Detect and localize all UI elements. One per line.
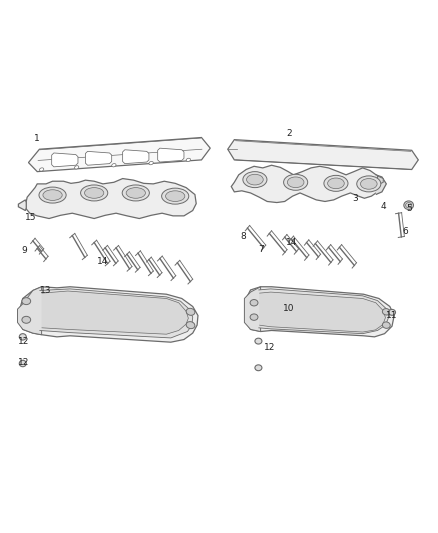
Polygon shape: [258, 289, 389, 334]
Ellipse shape: [255, 365, 262, 371]
Polygon shape: [376, 175, 386, 195]
Polygon shape: [231, 165, 380, 203]
Polygon shape: [18, 287, 42, 335]
Ellipse shape: [406, 203, 412, 208]
Polygon shape: [85, 151, 112, 165]
Ellipse shape: [122, 185, 149, 201]
Ellipse shape: [389, 309, 396, 316]
Ellipse shape: [360, 179, 377, 189]
Ellipse shape: [39, 168, 44, 171]
Ellipse shape: [186, 158, 191, 161]
Text: 11: 11: [386, 311, 398, 320]
Text: 9: 9: [21, 246, 27, 255]
Text: 12: 12: [264, 343, 275, 352]
Ellipse shape: [243, 172, 267, 188]
Polygon shape: [228, 140, 418, 169]
Ellipse shape: [19, 334, 26, 340]
Text: 3: 3: [352, 194, 358, 203]
Polygon shape: [158, 148, 184, 162]
Text: 15: 15: [25, 213, 36, 222]
Ellipse shape: [39, 187, 66, 203]
Ellipse shape: [162, 188, 189, 204]
Text: 7: 7: [258, 245, 264, 254]
Ellipse shape: [287, 177, 304, 188]
Text: 14: 14: [97, 257, 109, 265]
Ellipse shape: [149, 161, 153, 165]
Polygon shape: [244, 287, 261, 332]
Text: 6: 6: [402, 228, 408, 236]
Ellipse shape: [112, 164, 116, 167]
Ellipse shape: [357, 176, 381, 192]
Ellipse shape: [43, 190, 62, 200]
Ellipse shape: [19, 360, 26, 367]
Ellipse shape: [255, 338, 262, 344]
Ellipse shape: [382, 322, 390, 328]
Text: 5: 5: [406, 204, 413, 213]
Ellipse shape: [247, 174, 263, 185]
Polygon shape: [246, 287, 394, 337]
Polygon shape: [123, 150, 149, 164]
Polygon shape: [18, 200, 26, 211]
Polygon shape: [20, 287, 198, 342]
Polygon shape: [25, 179, 196, 219]
Text: 2: 2: [286, 129, 292, 138]
Text: 8: 8: [240, 232, 246, 241]
Ellipse shape: [382, 309, 390, 315]
Ellipse shape: [324, 175, 348, 191]
Polygon shape: [42, 291, 188, 334]
Text: 1: 1: [34, 134, 40, 143]
Text: 13: 13: [40, 286, 52, 295]
Ellipse shape: [250, 314, 258, 320]
Ellipse shape: [404, 201, 413, 209]
Polygon shape: [28, 138, 210, 172]
Ellipse shape: [126, 188, 145, 198]
Ellipse shape: [250, 300, 258, 306]
Text: 4: 4: [381, 202, 386, 211]
Ellipse shape: [22, 297, 31, 305]
Polygon shape: [259, 292, 385, 332]
Text: 12: 12: [18, 358, 30, 367]
Ellipse shape: [186, 308, 195, 316]
Ellipse shape: [328, 178, 344, 189]
Polygon shape: [52, 153, 78, 167]
Text: 14: 14: [286, 238, 297, 247]
Ellipse shape: [22, 316, 31, 323]
Text: 12: 12: [18, 337, 30, 345]
Ellipse shape: [81, 185, 108, 201]
Ellipse shape: [74, 166, 79, 169]
Text: 10: 10: [283, 304, 295, 312]
Polygon shape: [39, 289, 193, 338]
Ellipse shape: [166, 191, 185, 201]
Ellipse shape: [284, 174, 308, 190]
Ellipse shape: [186, 321, 195, 329]
Ellipse shape: [85, 188, 104, 198]
Polygon shape: [378, 176, 383, 185]
